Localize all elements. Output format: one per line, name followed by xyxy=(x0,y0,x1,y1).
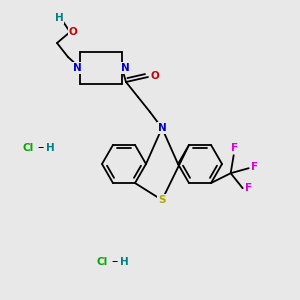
Text: N: N xyxy=(158,123,166,133)
Text: Cl: Cl xyxy=(96,257,108,267)
Text: H: H xyxy=(55,13,63,23)
Text: H: H xyxy=(46,143,54,153)
Text: N: N xyxy=(121,63,129,73)
Text: F: F xyxy=(245,183,252,193)
Text: N: N xyxy=(73,63,81,73)
Text: O: O xyxy=(151,71,159,81)
Text: O: O xyxy=(69,27,77,37)
Text: F: F xyxy=(251,162,258,172)
Text: F: F xyxy=(231,143,238,153)
Text: S: S xyxy=(158,195,166,205)
Text: H: H xyxy=(120,257,128,267)
Text: Cl: Cl xyxy=(22,143,34,153)
Text: –: – xyxy=(38,142,44,154)
Text: –: – xyxy=(112,256,118,268)
